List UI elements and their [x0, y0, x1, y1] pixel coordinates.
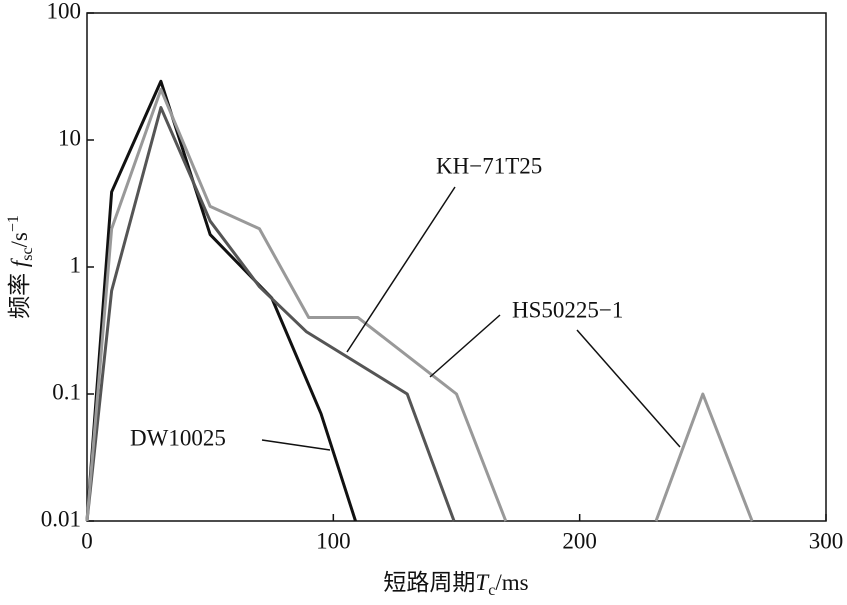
y-tick-label: 1 — [70, 252, 82, 277]
x-label-subscript: c — [488, 582, 495, 599]
leader-line — [576, 329, 681, 448]
x-tick-label: 100 — [316, 528, 351, 553]
x-tick-label: 300 — [809, 528, 844, 553]
y-label-symbol: f — [7, 257, 32, 267]
x-axis-label: 短路周期Tc/ms — [383, 570, 528, 598]
series-line — [85, 106, 456, 522]
y-tick-label: 10 — [58, 125, 81, 150]
y-label-subscript: sc — [19, 247, 36, 260]
y-label-text: 频率 — [7, 267, 32, 319]
x-tick-label: 200 — [562, 528, 597, 553]
series-annotation: DW10025 — [130, 425, 226, 450]
leader-line — [429, 314, 501, 378]
series-annotation: HS50225−1 — [512, 297, 623, 322]
leader-line — [261, 439, 331, 451]
x-label-text: 短路周期 — [383, 570, 475, 595]
series-line — [85, 79, 357, 522]
y-tick-label: 100 — [47, 0, 82, 23]
y-label-exponent: −1 — [5, 215, 22, 232]
x-label-unit: /ms — [495, 570, 528, 595]
y-axis-label: 频率 fsc/s−1 — [5, 215, 36, 319]
y-tick-label: 0.1 — [52, 379, 81, 404]
series-annotation: KH−71T25 — [436, 153, 542, 178]
x-tick-label: 0 — [81, 528, 93, 553]
series-line — [85, 87, 754, 522]
x-label-symbol: T — [475, 570, 490, 595]
y-label-unit: /s — [7, 232, 32, 247]
leader-line — [346, 186, 456, 353]
y-tick-label: 0.01 — [41, 506, 81, 531]
